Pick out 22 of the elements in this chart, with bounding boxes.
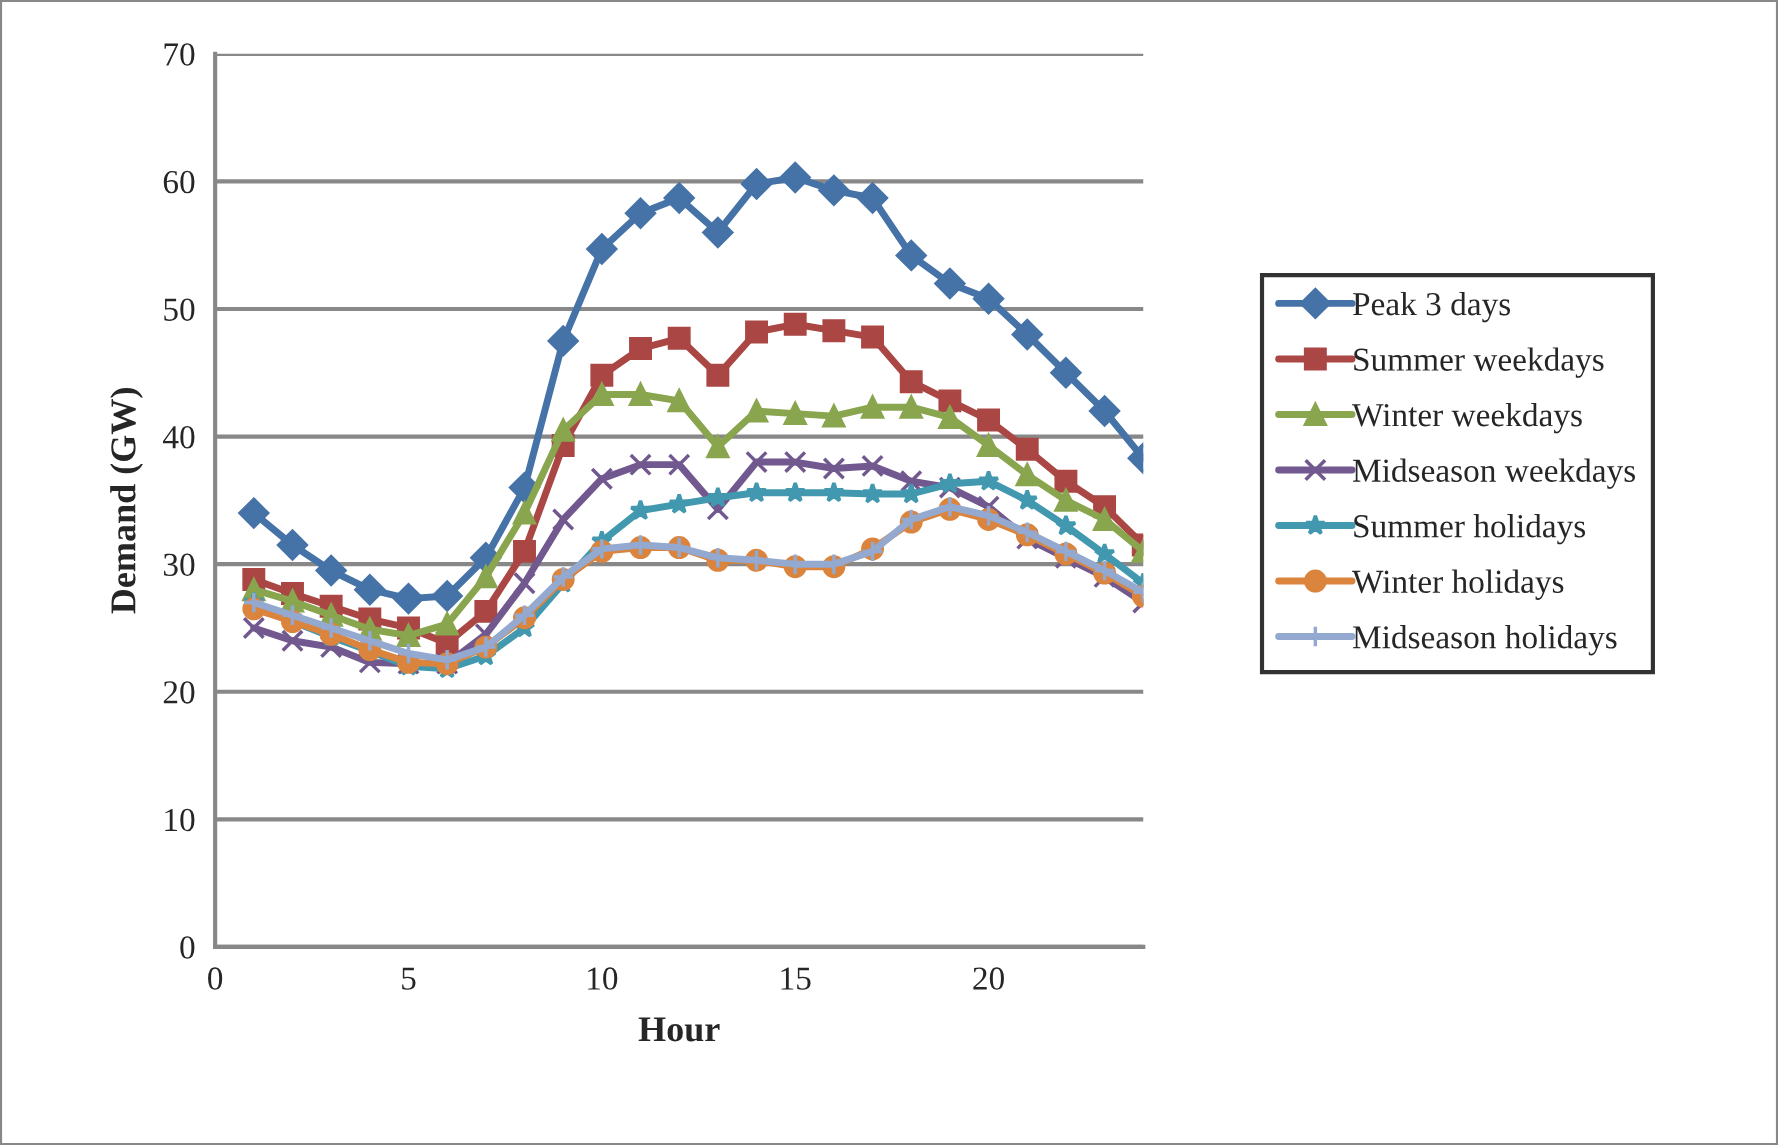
- x-tick-label: 15: [781, 967, 811, 990]
- x-tick-label: 20: [973, 967, 1004, 990]
- y-tick-label: 70: [164, 43, 195, 66]
- legend-label: Summer weekdays: [1354, 347, 1604, 378]
- x-tick-label: 5: [402, 967, 416, 990]
- y-axis-title: Demand (GW): [110, 388, 143, 614]
- legend-label: Midseason holidays: [1352, 625, 1617, 656]
- y-tick-label: 10: [165, 808, 195, 832]
- x-tick-label: 10: [588, 967, 618, 990]
- y-tick-label: 30: [163, 553, 195, 577]
- legend-label: Midseason weekdays: [1352, 458, 1635, 489]
- legend-label: Winter weekdays: [1352, 402, 1582, 434]
- y-tick-label: 40: [163, 425, 195, 449]
- x-axis-title: Hour: [638, 1017, 720, 1042]
- legend-label: Winter holidays: [1352, 569, 1564, 600]
- legend-label: Peak 3 days: [1352, 291, 1511, 323]
- y-tick-label: 60: [163, 170, 195, 194]
- legend-label: Summer holidays: [1354, 514, 1586, 545]
- y-tick-label: 50: [164, 298, 195, 321]
- y-tick-label: 20: [163, 681, 195, 704]
- x-tick-label: 0: [208, 967, 223, 990]
- y-tick-label: 0: [180, 936, 195, 959]
